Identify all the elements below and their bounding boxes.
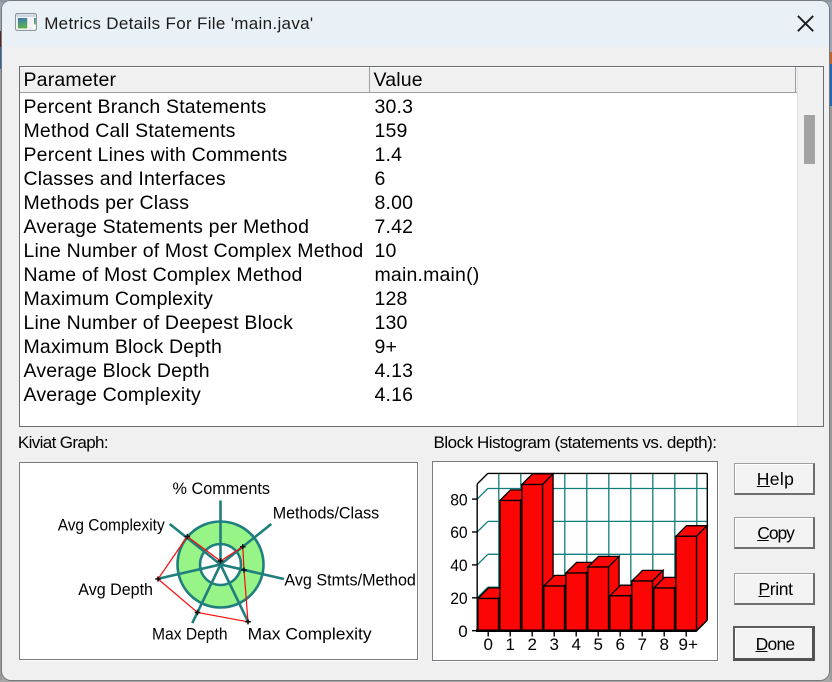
- svg-text:40: 40: [450, 556, 468, 575]
- svg-text:Methods/Class: Methods/Class: [272, 504, 379, 523]
- svg-text:2: 2: [527, 635, 536, 654]
- svg-text:80: 80: [450, 490, 468, 509]
- svg-text:60: 60: [450, 523, 468, 542]
- svg-text:9+: 9+: [679, 635, 698, 654]
- svg-text:5: 5: [593, 635, 602, 654]
- svg-text:Avg Depth: Avg Depth: [78, 580, 153, 599]
- svg-text:Avg Complexity: Avg Complexity: [57, 515, 164, 534]
- svg-text:Max Complexity: Max Complexity: [247, 625, 372, 644]
- svg-text:1: 1: [505, 635, 514, 654]
- svg-text:8: 8: [659, 635, 668, 654]
- svg-text:20: 20: [450, 589, 468, 608]
- svg-text:Max Depth: Max Depth: [152, 625, 228, 644]
- svg-text:3: 3: [549, 635, 558, 654]
- svg-text:6: 6: [615, 635, 624, 654]
- svg-text:0: 0: [483, 635, 492, 654]
- svg-text:7: 7: [637, 635, 646, 654]
- svg-text:4: 4: [571, 635, 580, 654]
- svg-text:0: 0: [458, 622, 467, 641]
- svg-text:% Comments: % Comments: [172, 479, 270, 498]
- svg-text:Avg Stmts/Method: Avg Stmts/Method: [284, 571, 416, 590]
